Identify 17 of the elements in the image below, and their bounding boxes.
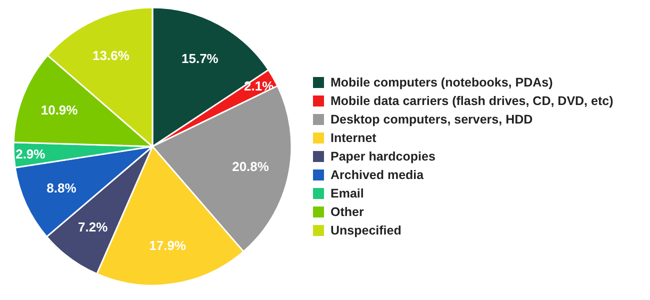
legend-label: Mobile data carriers (flash drives, CD, DVD, etc)	[330, 94, 614, 108]
legend-label: Desktop computers, servers, HDD	[330, 112, 533, 126]
legend-label: Unspecified	[330, 224, 402, 238]
data-label: 2.9%	[16, 146, 46, 162]
legend-label: Other	[330, 205, 364, 219]
data-label: 8.8%	[46, 180, 77, 196]
legend-label: Mobile computers (notebooks, PDAs)	[330, 76, 553, 90]
legend-label: Archived media	[330, 168, 425, 182]
legend-label: Paper hardcopies	[330, 150, 436, 164]
data-label: 7.2%	[78, 219, 108, 234]
legend-label: Email	[330, 186, 364, 200]
data-label: 10.9%	[40, 102, 78, 118]
data-label: 15.7%	[182, 50, 219, 66]
data-label: 17.9%	[149, 238, 186, 253]
legend-label: Internet	[330, 131, 378, 145]
data-label: 13.6%	[92, 48, 130, 63]
data-label: 20.8%	[232, 159, 270, 174]
